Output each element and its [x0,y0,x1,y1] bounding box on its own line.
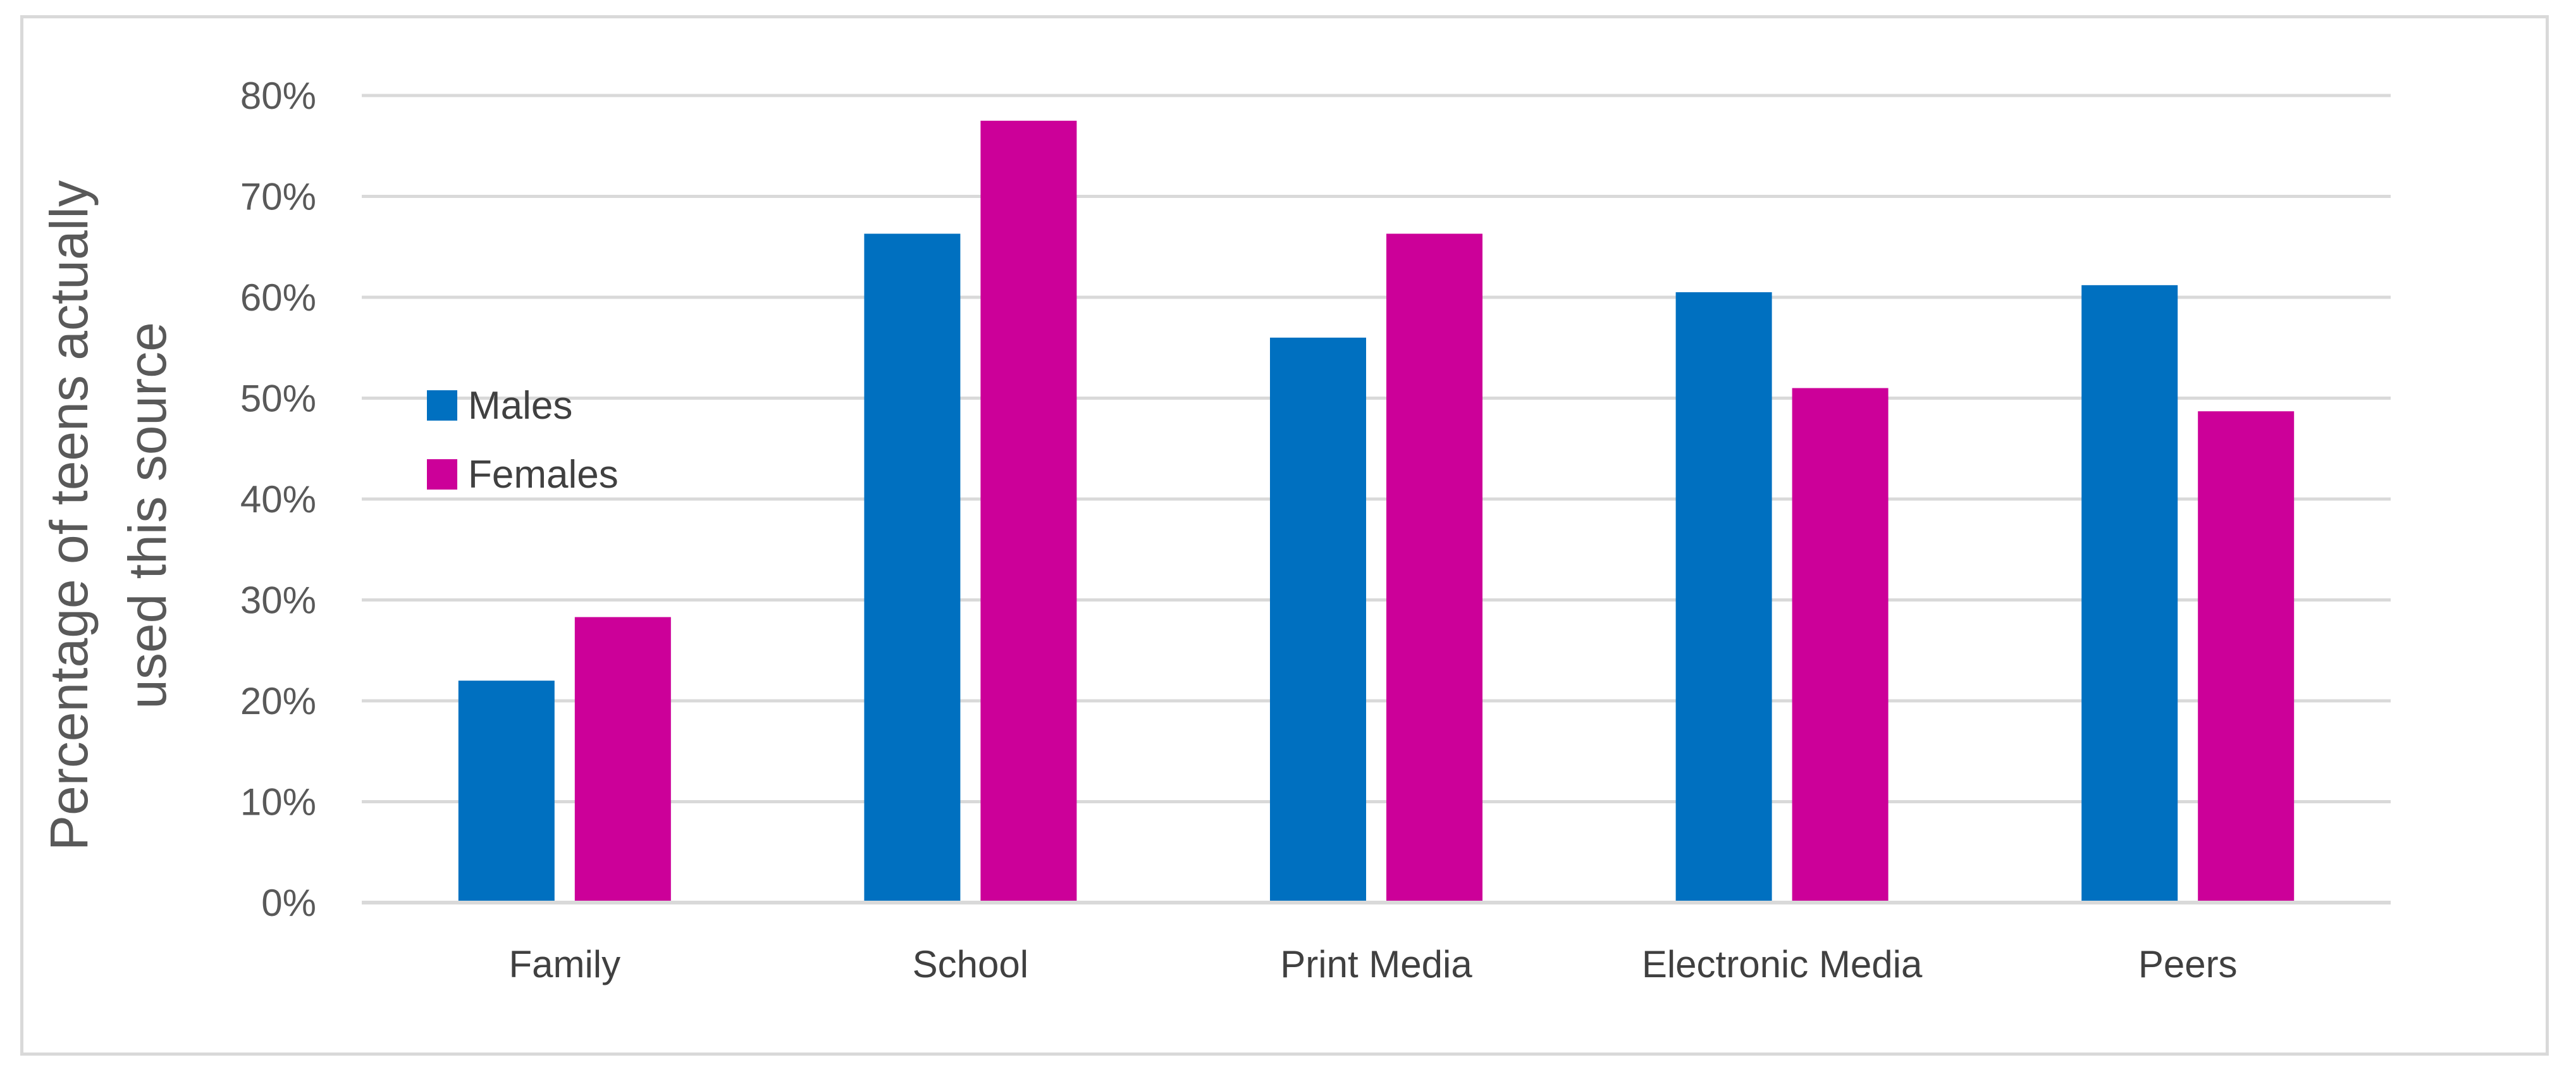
bar-females-peers [2198,411,2295,903]
x-tick-label: School [913,943,1028,985]
y-tick-label: 40% [240,478,316,521]
y-tick-label: 30% [240,579,316,622]
legend-label-males: Males [468,384,572,428]
y-axis-label-line-2: used this source [118,322,177,709]
bar-males-family [458,681,555,903]
y-tick-label: 0% [261,882,316,924]
y-axis-label-line-1: Percentage of teens actually [39,180,99,851]
bar-males-electronic-media [1675,292,1772,903]
gridlines [362,94,2391,803]
bar-females-family [574,617,671,903]
bar-males-peers [2081,285,2178,903]
x-tick-label: Electronic Media [1642,943,1923,985]
y-tick-label: 50% [240,378,316,420]
bar-males-school [864,233,961,903]
x-tick-label: Print Media [1280,943,1472,985]
bar-females-school [980,120,1077,903]
y-axis-ticks: 0% 10% 20% 30% 40% 50% 60% 70% 80% [240,75,316,924]
y-tick-label: 10% [240,781,316,824]
x-axis-labels: Family School Print Media Electronic Media P… [508,943,2237,985]
y-tick-label: 80% [240,75,316,117]
bar-females-electronic-media [1792,388,1889,903]
y-tick-label: 60% [240,276,316,319]
y-tick-label: 70% [240,176,316,218]
bars [458,120,2295,903]
x-tick-label: Family [508,943,620,985]
bar-males-print-media [1270,337,1366,903]
bar-females-print-media [1386,233,1482,903]
legend: Males Females [427,384,619,497]
x-tick-label: Peers [2138,943,2238,985]
y-tick-label: 20% [240,680,316,722]
legend-swatch-males [427,390,457,421]
legend-swatch-females [427,459,457,490]
legend-label-females: Females [468,453,619,497]
